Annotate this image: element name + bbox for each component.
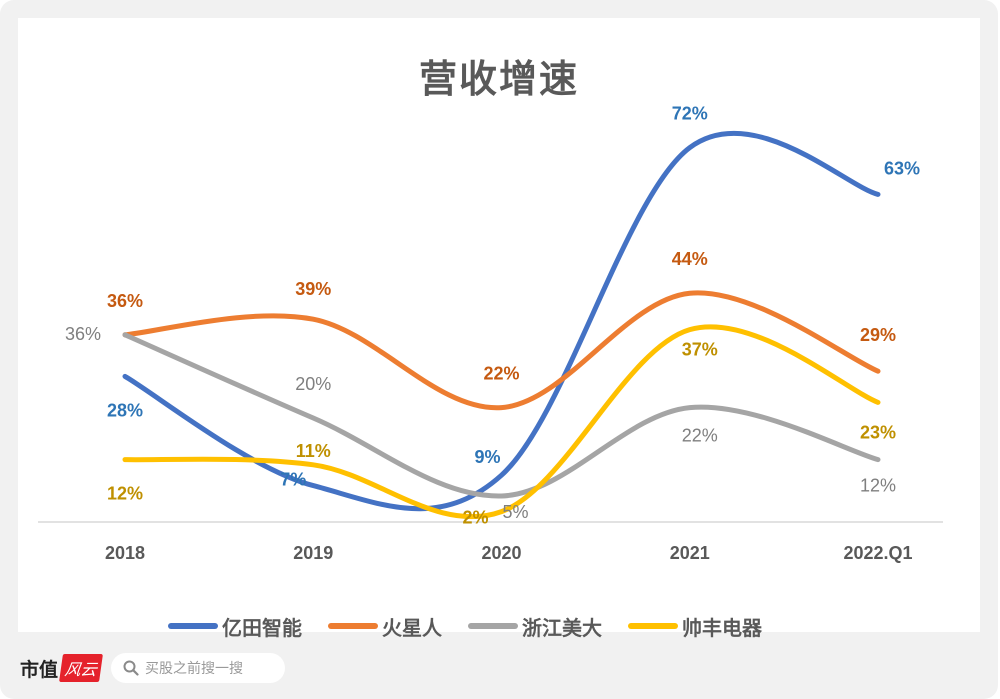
series-line (122, 131, 881, 512)
data-label: 22% (682, 426, 718, 446)
legend-item: 亿田智能 (168, 612, 302, 641)
search-icon (123, 660, 139, 676)
legend-swatch (328, 623, 378, 629)
series-line (122, 290, 881, 411)
legend-label: 浙江美大 (522, 615, 602, 640)
data-label: 39% (295, 279, 331, 299)
line-chart: 2018 2019 2020 2021 2022.Q1 28% 7% 9% 72% 63% 36% 3… (38, 104, 943, 563)
chart-title: 营收增速 (418, 57, 579, 101)
search-input[interactable]: 买股之前搜一搜 (145, 661, 244, 677)
data-label: 12% (860, 476, 896, 496)
series-line (122, 332, 881, 499)
data-label: 37% (682, 340, 718, 360)
legend-item: 浙江美大 (468, 612, 602, 641)
data-label: 63% (884, 158, 920, 178)
x-tick-label: 2018 (105, 543, 145, 563)
data-label: 36% (107, 291, 143, 311)
data-label: 28% (107, 400, 143, 420)
data-label: 23% (860, 422, 896, 442)
x-tick-label: 2021 (670, 543, 710, 563)
x-tick-label: 2020 (481, 543, 521, 563)
data-label: 9% (474, 447, 500, 467)
legend-label: 帅丰电器 (682, 615, 762, 640)
legend-item: 火星人 (328, 612, 442, 641)
footer-bar: 市值 风云 买股之前搜一搜 (20, 650, 286, 686)
data-label: 7% (280, 470, 306, 490)
chart-card: 营收增速 2018 2019 2020 2021 2022.Q1 28% 7% 9% 72% 63… (18, 18, 980, 640)
series-line (122, 324, 881, 520)
data-label: 12% (107, 484, 143, 504)
legend-label: 亿田智能 (222, 615, 302, 640)
data-label: 5% (502, 502, 528, 522)
data-label: 72% (672, 104, 708, 124)
legend-item: 帅丰电器 (628, 612, 762, 641)
brand-logo-text: 市值 (20, 658, 59, 681)
data-label: 36% (65, 324, 101, 344)
legend-swatch (468, 623, 518, 629)
data-label: 2% (462, 508, 488, 528)
legend-swatch (168, 623, 218, 629)
x-tick-label: 2022.Q1 (843, 543, 912, 563)
data-label: 44% (672, 249, 708, 269)
legend-label: 火星人 (382, 615, 442, 640)
data-label: 11% (296, 441, 331, 461)
data-label: 22% (483, 364, 519, 384)
x-tick-label: 2019 (293, 543, 333, 563)
legend-swatch (628, 623, 678, 629)
data-label: 29% (860, 325, 896, 345)
chart-legend: 亿田智能 火星人 浙江美大 帅丰电器 (168, 606, 788, 646)
brand-logo-badge: 风云 (59, 654, 103, 682)
search-box[interactable]: 买股之前搜一搜 (111, 653, 286, 683)
data-label: 20% (295, 374, 331, 394)
